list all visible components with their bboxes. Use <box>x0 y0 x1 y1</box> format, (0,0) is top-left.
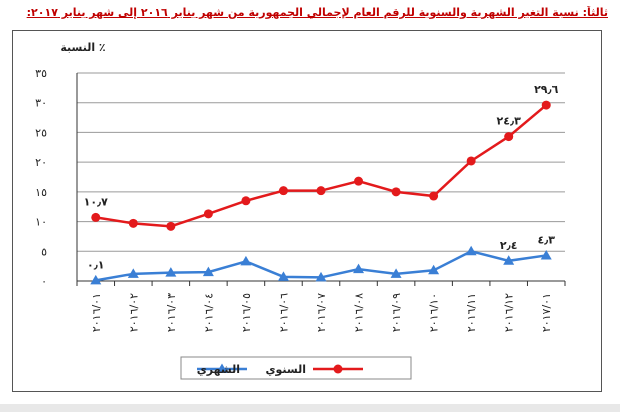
legend-box <box>180 356 412 380</box>
x-tick-label: ٢٠١٦/٠٣ <box>165 293 178 332</box>
data-point <box>353 263 365 274</box>
x-tick-label: ٢٠١٦/٠١ <box>90 293 103 332</box>
data-point <box>429 191 439 201</box>
line-chart: ٠ ٥ ١٠ ١٥ ٢٠ ٢٥ ٣٠ ٣٥ النسبة ٪ ٢٠١٦/٠١ ٢٠١٦/٠٢ ٢٠١٦… <box>35 41 566 380</box>
x-tick-label: ٢٠١٧/٠١ <box>540 293 553 332</box>
series-line <box>95 104 548 228</box>
x-tick-label: ٢٠١٦/١٢ <box>503 293 516 332</box>
x-tick-label: ٢٠١٦/٠٨ <box>353 293 366 332</box>
y-tick-label: ٢٥ <box>35 126 47 139</box>
data-point <box>165 267 177 277</box>
data-point <box>128 218 138 228</box>
data-point <box>277 271 289 281</box>
y-tick-label: ٥ <box>41 245 47 258</box>
x-tick-label: ٢٠١٦/١٠ <box>428 293 441 332</box>
data-point <box>240 255 252 266</box>
legend-label: السنوي <box>265 363 306 376</box>
x-tick-label: ٢٠١٦/٠٤ <box>202 293 215 332</box>
y-tick-label: ١٥ <box>35 186 47 199</box>
data-point <box>203 209 213 219</box>
data-point <box>465 245 477 256</box>
x-tick-label: ٢٠١٦/٠٧ <box>315 293 328 332</box>
data-point <box>391 187 401 197</box>
data-label: ٢٤٫٣ <box>497 115 522 128</box>
legend-marker <box>216 363 228 373</box>
data-point <box>91 212 101 222</box>
y-tick-label: ٠ <box>41 275 47 288</box>
x-tick-label: ٢٠١٦/٠٦ <box>277 293 290 332</box>
legend-label: الشهري <box>197 363 240 376</box>
data-label: ٠٫١ <box>87 258 105 271</box>
data-point <box>504 132 514 142</box>
y-tick-label: ٢٠ <box>35 156 47 169</box>
x-tick-label: ٢٠١٦/٠٩ <box>390 293 403 332</box>
data-point <box>466 156 476 166</box>
data-point <box>541 100 551 110</box>
data-label: ٢٩٫٦ <box>534 83 559 96</box>
y-tick-label: ٣٠ <box>35 97 47 110</box>
data-point <box>278 186 288 196</box>
data-point <box>354 176 364 186</box>
x-tick-label: ٢٠١٦/٠٢ <box>127 293 140 332</box>
page-bottom-edge <box>0 404 620 412</box>
data-point <box>241 196 251 206</box>
data-point <box>315 271 327 282</box>
chart-heading: ثالثاً: نسبة التغير الشهرية والسنوية للر… <box>26 6 608 19</box>
data-point <box>90 274 102 285</box>
legend-marker <box>333 364 343 374</box>
data-label: ٤٫٣ <box>537 233 555 246</box>
data-point <box>202 266 214 277</box>
x-tick-label: ٢٠١٦/٠٥ <box>240 293 253 332</box>
y-axis-label: النسبة ٪ <box>60 41 105 54</box>
x-tick-label: ٢٠١٦/١١ <box>465 293 478 332</box>
data-point <box>503 255 515 265</box>
data-point <box>540 249 552 260</box>
y-tick-label: ٣٥ <box>35 67 47 80</box>
y-tick-label: ١٠ <box>35 216 47 229</box>
data-label: ١٠٫٧ <box>84 195 109 208</box>
data-point <box>390 268 402 278</box>
data-point <box>316 186 326 196</box>
data-point <box>166 221 176 231</box>
chart-frame: ٠ ٥ ١٠ ١٥ ٢٠ ٢٥ ٣٠ ٣٥ النسبة ٪ ٢٠١٦/٠١ ٢٠١٦/٠٢ ٢٠١٦… <box>12 30 602 392</box>
data-point <box>127 268 139 278</box>
data-point <box>428 264 440 275</box>
data-label: ٢٫٤ <box>500 239 518 252</box>
